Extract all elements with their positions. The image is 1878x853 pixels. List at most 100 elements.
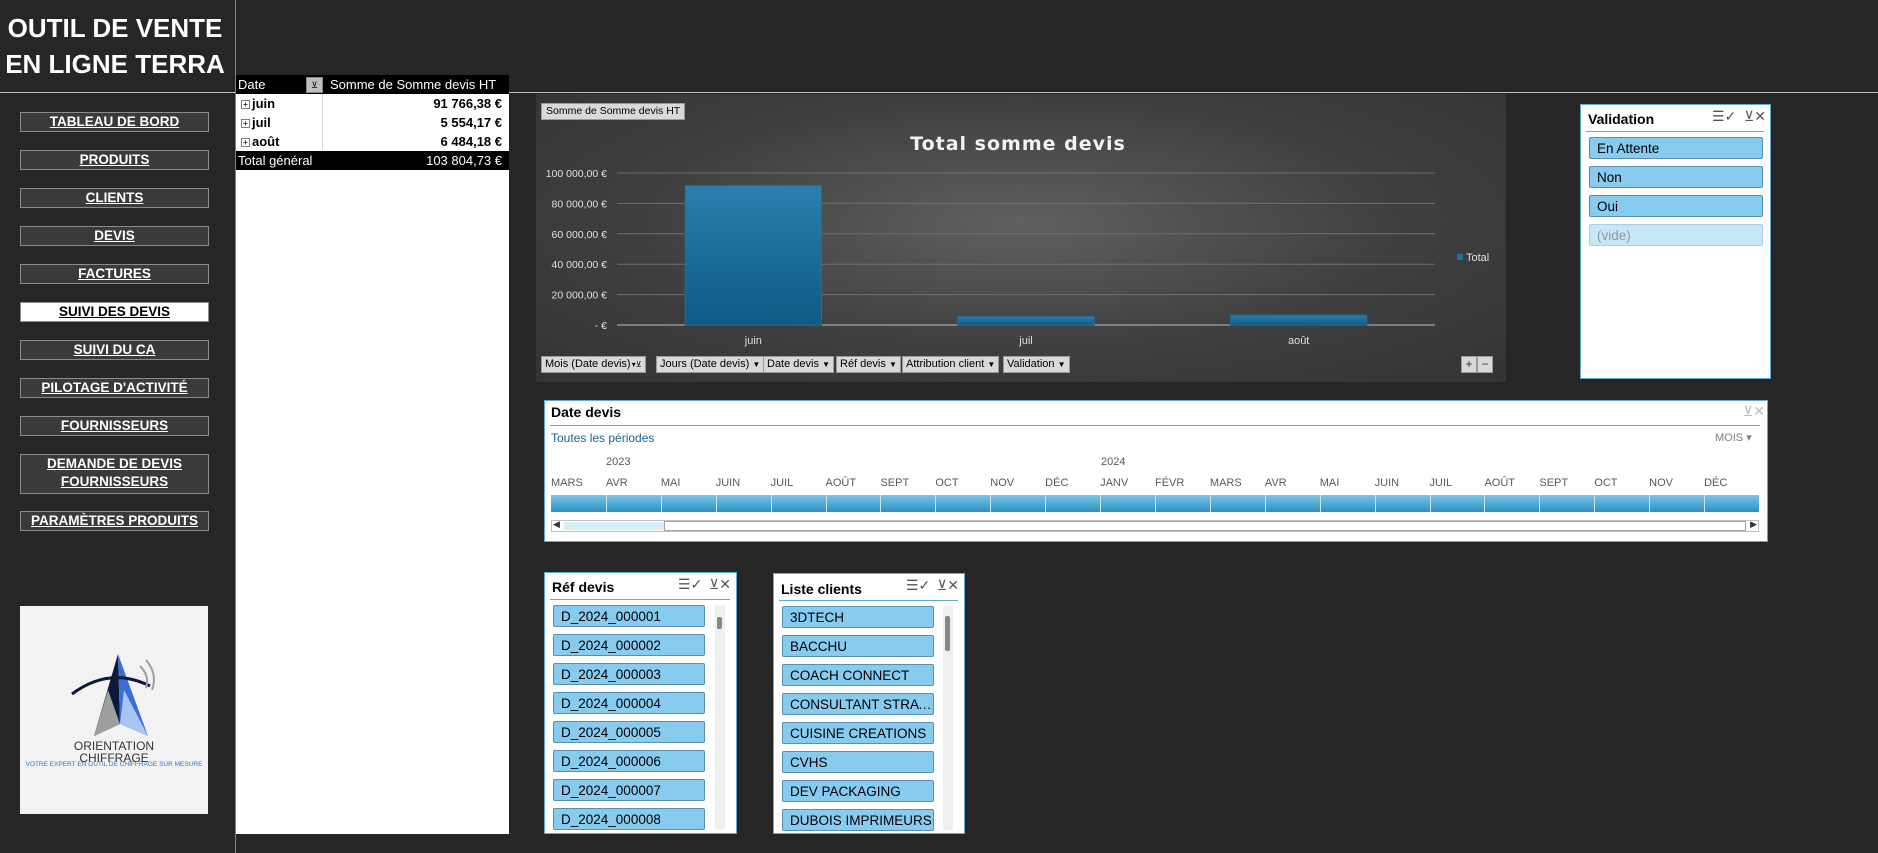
y-tick-label: 40 000,00 €	[552, 259, 608, 271]
slicer-item-ref-devis[interactable]: D_2024_000006	[553, 750, 705, 772]
slicer-item-ref-devis[interactable]: D_2024_000002	[553, 634, 705, 656]
slicer-item-client[interactable]: 3DTECH	[782, 606, 934, 628]
pivot-row-label: juil	[252, 115, 271, 130]
expand-icon[interactable]: +	[241, 138, 250, 148]
timeline-month[interactable]: SEPT	[1539, 477, 1569, 489]
chart-filter-attribution-client[interactable]: Attribution client ▼	[902, 356, 1000, 373]
pivot-row-value: 6 484,18 €	[440, 134, 502, 149]
nav-demande-devis-fournisseurs[interactable]: DEMANDE DE DEVIS FOURNISSEURS	[20, 454, 209, 494]
y-tick-label: 100 000,00 €	[546, 168, 607, 180]
timeline-month[interactable]: MAI	[1319, 477, 1340, 489]
bar-juin	[684, 185, 822, 326]
timeline-month[interactable]: DÉC	[1045, 477, 1069, 489]
timeline-level-selector[interactable]: MOIS ▾	[1715, 432, 1752, 444]
timeline-month[interactable]: SEPT	[880, 477, 910, 489]
timeline-month[interactable]: NOV	[990, 477, 1015, 489]
nav-suivi-des-devis[interactable]: SUIVI DES DEVIS	[20, 302, 209, 322]
scrollbar[interactable]	[943, 606, 953, 830]
chart-value-field-button[interactable]: Somme de Somme devis HT	[541, 103, 686, 120]
multi-select-icon[interactable]: ☰✓	[906, 577, 931, 593]
slicer-item-ref-devis[interactable]: D_2024_000008	[553, 808, 705, 830]
timeline-month[interactable]: OCT	[1594, 477, 1618, 489]
pivot-header-row: Date ⊻ Somme de Somme devis HT	[236, 75, 509, 94]
slicer-item-client[interactable]: CUISINE CREATIONS	[782, 722, 934, 744]
timeline-month[interactable]: JUIN	[715, 477, 741, 489]
nav-devis[interactable]: DEVIS	[20, 226, 209, 246]
scroll-thumb[interactable]	[664, 521, 1746, 531]
zoom-plus-button[interactable]: +	[1461, 356, 1477, 373]
x-tick-label: juil	[1018, 335, 1032, 347]
pivot-filter-icon[interactable]: ⊻	[306, 77, 323, 93]
timeline-month[interactable]: FÉVR	[1155, 477, 1185, 489]
slicer-title: Réf devis	[552, 579, 615, 595]
slicer-item-client[interactable]: DUBOIS IMPRIMEURS	[782, 809, 934, 831]
timeline-month[interactable]: MARS	[551, 477, 583, 489]
nav-factures[interactable]: FACTURES	[20, 264, 209, 284]
ref-devis-slicer: Réf devis ☰✓ ⊻✕ D_2024_000001 D_2024_0000…	[544, 572, 737, 834]
bar-août	[1230, 314, 1368, 326]
timeline-month[interactable]: OCT	[935, 477, 959, 489]
clear-filter-icon[interactable]: ⊻✕	[937, 577, 959, 593]
nav-pilotage-activite[interactable]: PILOTAGE D'ACTIVITÉ	[20, 378, 209, 398]
scrollbar[interactable]	[715, 605, 725, 829]
nav-fournisseurs[interactable]: FOURNISSEURS	[20, 416, 209, 436]
nav-produits[interactable]: PRODUITS	[20, 150, 209, 170]
slicer-item-ref-devis[interactable]: D_2024_000003	[553, 663, 705, 685]
timeline-month[interactable]: MARS	[1209, 477, 1242, 489]
bar-juil	[957, 316, 1095, 326]
timeline-scrollbar[interactable]: ◀ ▶	[551, 519, 1759, 532]
slicer-item-non[interactable]: Non	[1589, 166, 1763, 188]
timeline-month[interactable]: NOV	[1649, 477, 1674, 489]
pivot-row: + juin 91 766,38 €	[236, 94, 509, 114]
slicer-item-ref-devis[interactable]: D_2024_000007	[553, 779, 705, 801]
timeline-month[interactable]: MAI	[660, 477, 681, 489]
zoom-minus-button[interactable]: −	[1477, 356, 1493, 373]
slicer-item-ref-devis[interactable]: D_2024_000005	[553, 721, 705, 743]
clear-filter-icon[interactable]: ⊻✕	[1743, 403, 1765, 419]
chart-filter-validation[interactable]: Validation ▼	[1003, 356, 1070, 373]
slicer-item-vide[interactable]: (vide)	[1589, 224, 1763, 246]
slicer-item-ref-devis[interactable]: D_2024_000001	[553, 605, 705, 627]
multi-select-icon[interactable]: ☰✓	[1712, 108, 1737, 124]
timeline-month[interactable]: AVR	[1264, 477, 1287, 489]
timeline-month[interactable]: AOÛT	[1484, 477, 1516, 489]
scroll-left-icon[interactable]: ◀	[553, 519, 560, 529]
validation-slicer: Validation ☰✓ ⊻✕ En Attente Non Oui (vid…	[1580, 104, 1771, 379]
slicer-item-client[interactable]: CONSULTANT STRAT...	[782, 693, 934, 715]
chart-filter-ref-devis[interactable]: Réf devis ▼	[836, 356, 901, 373]
slicer-item-client[interactable]: CVHS	[782, 751, 934, 773]
pivot-row: + juil 5 554,17 €	[236, 113, 509, 133]
scroll-thumb[interactable]	[945, 616, 950, 651]
slicer-item-en-attente[interactable]: En Attente	[1589, 137, 1763, 159]
slicer-item-ref-devis[interactable]: D_2024_000004	[553, 692, 705, 714]
slicer-item-client[interactable]: COACH CONNECT	[782, 664, 934, 686]
timeline-month[interactable]: JANV	[1100, 477, 1129, 489]
pivot-header-value: Somme de Somme devis HT	[330, 77, 497, 92]
nav-suivi-du-ca[interactable]: SUIVI DU CA	[20, 340, 209, 360]
timeline-month[interactable]: AVR	[605, 477, 628, 489]
scroll-right-icon[interactable]: ▶	[1750, 519, 1757, 529]
timeline-month[interactable]: JUIN	[1374, 477, 1400, 489]
slicer-item-client[interactable]: BACCHU	[782, 635, 934, 657]
slicer-item-oui[interactable]: Oui	[1589, 195, 1763, 217]
sidebar-divider	[235, 0, 236, 853]
chart-filter-date-devis[interactable]: Date devis ▼	[763, 356, 834, 373]
filter-active-icon: ▾⊻	[631, 360, 642, 369]
nav-parametres-produits[interactable]: PARAMÈTRES PRODUITS	[20, 511, 209, 531]
timeline-month[interactable]: DÉC	[1704, 477, 1728, 489]
scroll-thumb[interactable]	[717, 617, 722, 629]
nav-tableau-de-bord[interactable]: TABLEAU DE BORD	[20, 112, 209, 132]
expand-icon[interactable]: +	[241, 100, 250, 110]
clear-filter-icon[interactable]: ⊻✕	[709, 576, 731, 592]
slicer-item-client[interactable]: DEV PACKAGING	[782, 780, 934, 802]
timeline-month[interactable]: JUIL	[1429, 477, 1453, 489]
dropdown-arrow-icon: ▼	[822, 360, 830, 369]
chart-filter-jours[interactable]: Jours (Date devis) ▼	[656, 356, 765, 373]
clear-filter-icon[interactable]: ⊻✕	[1744, 108, 1766, 124]
nav-clients[interactable]: CLIENTS	[20, 188, 209, 208]
timeline-month[interactable]: AOÛT	[825, 477, 857, 489]
timeline-month[interactable]: JUIL	[770, 477, 794, 489]
chart-filter-mois[interactable]: Mois (Date devis) ▾⊻	[541, 356, 646, 373]
multi-select-icon[interactable]: ☰✓	[678, 576, 703, 592]
expand-icon[interactable]: +	[241, 119, 250, 129]
